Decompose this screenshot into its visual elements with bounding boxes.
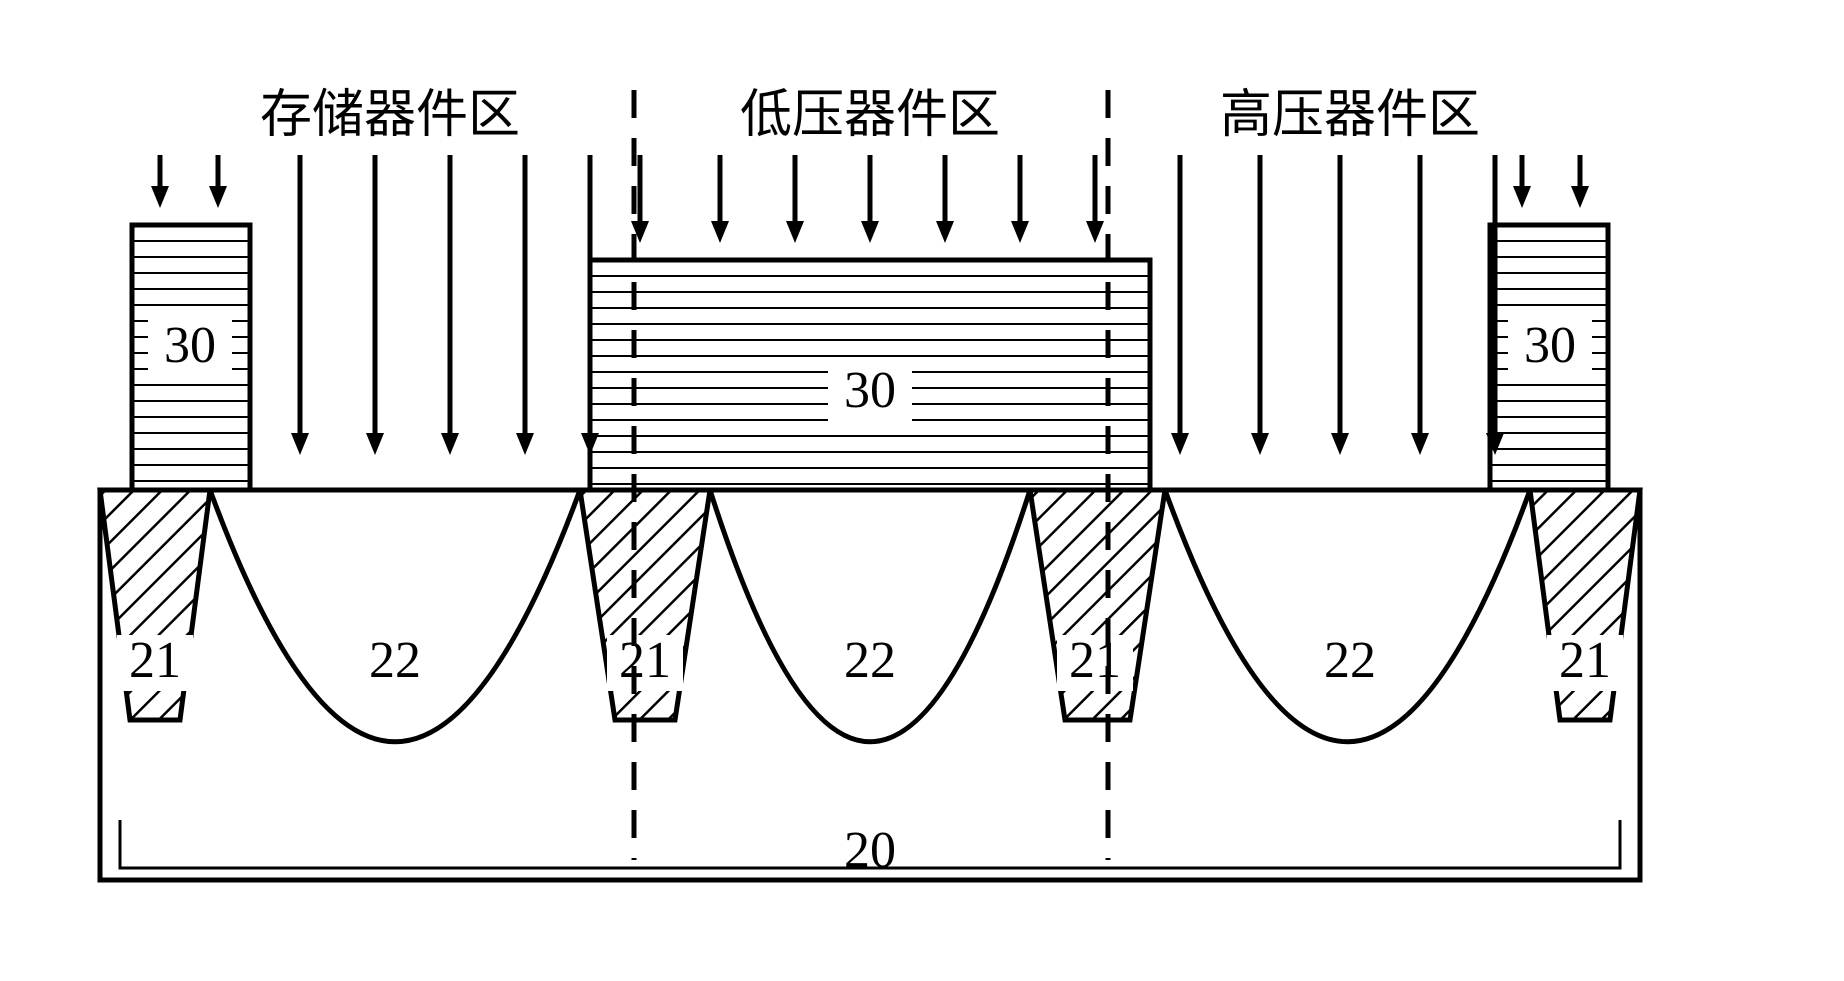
arrow [1086,155,1104,243]
arrow [861,155,879,243]
label-21-0: 21 [129,632,181,689]
arrow [936,155,954,243]
arrow [711,155,729,243]
arrow [786,155,804,243]
well-1 [710,490,1030,742]
arrow [516,155,534,455]
arrow [1513,155,1531,208]
region-label-memory: 存储器件区 [260,87,520,144]
label-21-2: 21 [1069,632,1121,689]
region-label-low-voltage: 低压器件区 [740,87,1000,144]
arrow [1411,155,1429,455]
arrow [1571,155,1589,208]
label-30-2: 30 [1524,317,1576,374]
block30-1: 30 [590,260,1150,490]
label-21-3: 21 [1559,632,1611,689]
well-2 [1165,490,1530,742]
well-0 [210,490,580,742]
arrow [1011,155,1029,243]
arrow [209,155,227,208]
block30-0: 30 [132,225,250,490]
arrow [366,155,384,455]
label-30-1: 30 [844,362,896,419]
label-20: 20 [844,822,896,879]
arrow [151,155,169,208]
label-22-1: 22 [844,632,896,689]
arrow [441,155,459,455]
arrow [1171,155,1189,455]
label-22-0: 22 [369,632,421,689]
block30-2: 30 [1490,225,1608,490]
label-22-2: 22 [1324,632,1376,689]
label-30-0: 30 [164,317,216,374]
arrow [1251,155,1269,455]
label-21-1: 21 [619,632,671,689]
arrow [1331,155,1349,455]
arrow [291,155,309,455]
region-label-high-voltage: 高压器件区 [1220,87,1480,144]
